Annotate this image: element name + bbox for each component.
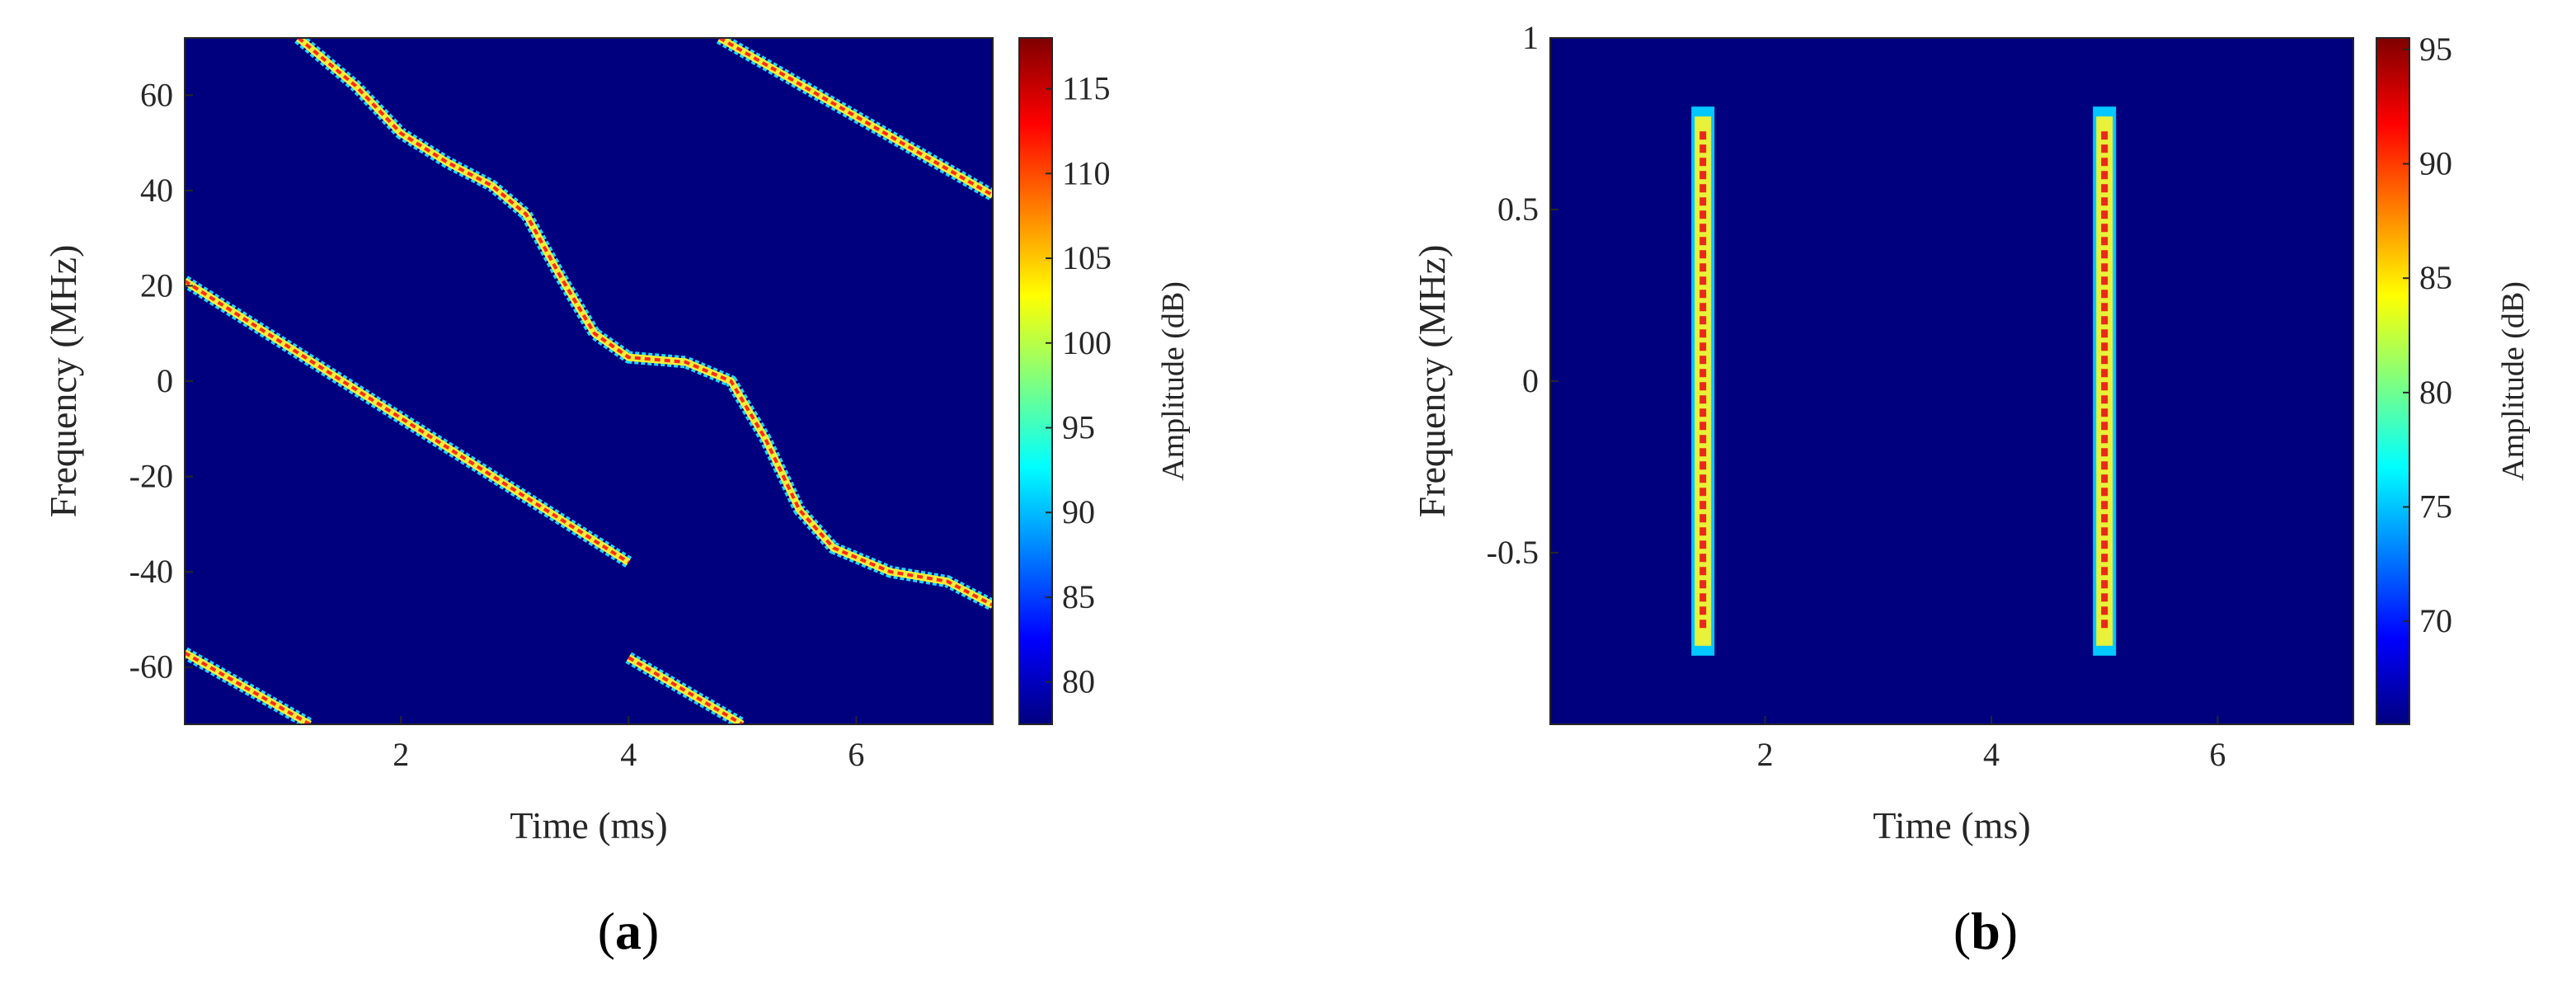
y-tick-label: -20 [129, 458, 173, 495]
colorbar-tick-label: 70 [2419, 602, 2452, 639]
y-tick-label: 1 [1522, 19, 1539, 56]
colorbar-ticks-b: 95 90 85 80 75 70 [2403, 31, 2452, 639]
colorbar-label-b: Amplitude (dB) [2496, 281, 2531, 481]
chirp-trace-core [628, 656, 744, 724]
y-ticks-b: 1 0.5 0 -0.5 [1487, 19, 1558, 571]
y-tick-label: 0.5 [1497, 191, 1539, 228]
spectrogram-a [185, 38, 993, 724]
y-tick-label: -60 [129, 648, 173, 686]
colorbar-tick-label: 100 [1062, 324, 1112, 361]
burst-body [1695, 116, 1712, 646]
chirp-trace [185, 647, 313, 724]
x-axis-label-a: Time (ms) [510, 804, 667, 846]
panel-label-a-letter: a [615, 902, 642, 960]
colorbar-tick-label: 105 [1062, 239, 1112, 276]
plot-area-b [1550, 38, 2353, 724]
chirp-trace [716, 38, 993, 201]
chirp-trace [185, 276, 632, 568]
panel-label-a: (a) [598, 902, 660, 960]
y-axis-label-a: Frequency (MHz) [42, 245, 84, 518]
colorbar-b [2376, 37, 2410, 725]
x-ticks-b: 2 4 6 [1757, 716, 2226, 773]
y-ticks-a: 60 40 20 0 -20 -40 -60 [129, 76, 193, 686]
x-tick-label: 2 [393, 736, 409, 773]
colorbar-ticks-a: 115 110 105 100 95 90 85 80 [1046, 70, 1112, 700]
burst-body [2096, 116, 2113, 646]
x-tick-label: 2 [1757, 736, 1774, 773]
y-tick-label: 60 [140, 76, 173, 113]
x-tick-label: 6 [2209, 736, 2226, 773]
x-ticks-a: 2 4 6 [393, 716, 864, 773]
chirp-trace-core [297, 38, 993, 607]
chirp-trace [294, 38, 993, 611]
chirp-trace-core [185, 651, 311, 724]
colorbar-label-a: Amplitude (dB) [1156, 281, 1191, 481]
colorbar-tick-label: 75 [2419, 488, 2452, 525]
x-tick-label: 4 [1983, 736, 2000, 773]
colorbar-tick-label: 90 [2419, 145, 2452, 182]
plot-area-a [185, 38, 993, 724]
colorbar-tick-label: 80 [2419, 374, 2452, 411]
colorbar-a [1018, 37, 1053, 725]
x-tick-label: 6 [848, 736, 864, 773]
x-axis-label-b: Time (ms) [1873, 804, 2030, 846]
colorbar-tick-label: 110 [1062, 154, 1111, 191]
colorbar-tick-label: 95 [2419, 31, 2452, 68]
panel-label-b-letter: b [1971, 902, 2000, 960]
y-tick-label: -0.5 [1487, 534, 1539, 571]
colorbar-tick-label: 85 [1062, 578, 1095, 615]
colorbar-tick-label: 115 [1062, 70, 1111, 107]
y-tick-label: 20 [140, 266, 173, 304]
spectrogram-b [1691, 106, 2117, 656]
colorbar-tick-label: 80 [1062, 663, 1095, 700]
chirp-trace-core [718, 38, 993, 197]
burst [2093, 106, 2117, 656]
panel-label-b: (b) [1953, 902, 2018, 960]
y-tick-label: 0 [1522, 362, 1539, 399]
x-tick-label: 4 [620, 736, 637, 773]
colorbar-tick-label: 95 [1062, 408, 1095, 445]
y-axis-label-b: Frequency (MHz) [1411, 245, 1453, 518]
chirp-trace-core [185, 280, 630, 564]
y-tick-label: 40 [140, 172, 173, 209]
burst [1691, 106, 1715, 656]
colorbar-tick-label: 85 [2419, 259, 2452, 296]
y-tick-label: 0 [157, 362, 173, 399]
colorbar-tick-label: 90 [1062, 493, 1095, 530]
y-tick-label: -40 [129, 553, 173, 590]
chirp-trace [625, 652, 746, 724]
panel-a: 60 40 20 0 -20 -40 -60 2 4 6 Time (ms) Frequency… [42, 37, 1191, 960]
